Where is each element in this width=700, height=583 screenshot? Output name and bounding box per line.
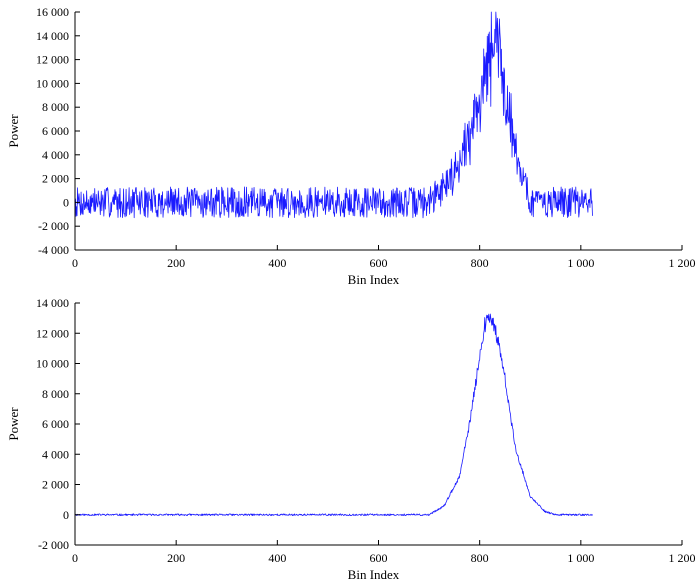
- y-tick-label: 14 000: [36, 296, 69, 310]
- y-tick-label: 10 000: [36, 357, 69, 371]
- y-tick-label: -2 000: [38, 538, 69, 552]
- x-tick-label: 1 200: [669, 256, 696, 270]
- x-axis-title: Bin Index: [348, 567, 400, 582]
- y-tick-label: 12 000: [36, 326, 69, 340]
- y-tick-label: -4 000: [38, 243, 69, 257]
- x-tick-label: 600: [370, 256, 388, 270]
- y-tick-label: 4 000: [42, 148, 69, 162]
- y-tick-label: 0: [63, 508, 69, 522]
- y-tick-label: 2 000: [42, 172, 69, 186]
- y-tick-label: -2 000: [38, 219, 69, 233]
- series-line: [74, 313, 593, 517]
- y-tick-label: 6 000: [42, 417, 69, 431]
- y-tick-label: 4 000: [42, 447, 69, 461]
- x-tick-label: 800: [471, 551, 489, 565]
- x-tick-label: 0: [72, 256, 78, 270]
- y-tick-label: 12 000: [36, 53, 69, 67]
- x-tick-label: 1 000: [567, 256, 594, 270]
- y-tick-label: 14 000: [36, 29, 69, 43]
- y-tick-label: 8 000: [42, 100, 69, 114]
- y-tick-label: 10 000: [36, 76, 69, 90]
- y-tick-label: 8 000: [42, 387, 69, 401]
- x-tick-label: 400: [268, 551, 286, 565]
- x-tick-label: 0: [72, 551, 78, 565]
- series-line: [74, 11, 593, 219]
- x-tick-label: 1 000: [567, 551, 594, 565]
- y-axis-title: Power: [6, 407, 21, 441]
- y-tick-label: 2 000: [42, 478, 69, 492]
- y-tick-label: 6 000: [42, 124, 69, 138]
- y-tick-label: 16 000: [36, 5, 69, 19]
- x-tick-label: 400: [268, 256, 286, 270]
- chart-panel-top: 0 200 400 600 800 1 000 1 200 -4 000 -2 000 0 2 00…: [6, 5, 696, 287]
- y-tick-label: 0: [63, 195, 69, 209]
- x-tick-label: 600: [370, 551, 388, 565]
- x-tick-label: 200: [167, 256, 185, 270]
- x-axis-title: Bin Index: [348, 272, 400, 287]
- x-tick-label: 800: [471, 256, 489, 270]
- x-tick-label: 200: [167, 551, 185, 565]
- y-axis-title: Power: [6, 114, 21, 148]
- x-tick-label: 1 200: [669, 551, 696, 565]
